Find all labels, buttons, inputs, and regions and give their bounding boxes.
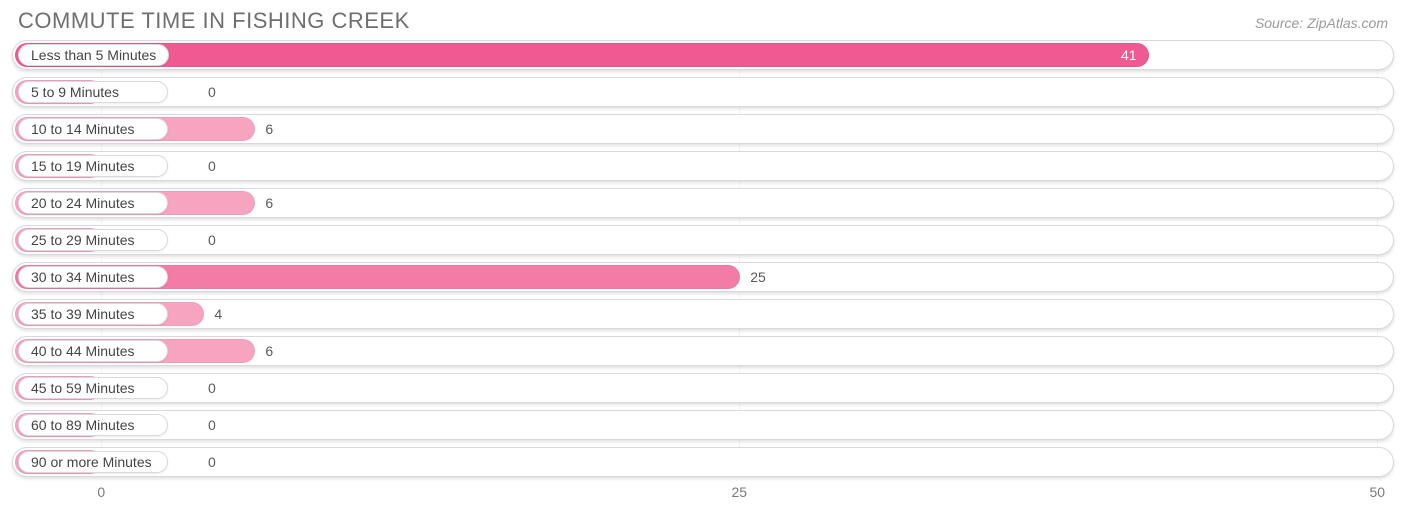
- bar-row: 35 to 39 Minutes 4: [12, 299, 1394, 329]
- bar-fill: [15, 43, 1149, 67]
- bar-row: 60 to 89 Minutes 0: [12, 410, 1394, 440]
- x-axis: 0 25 50: [12, 484, 1394, 504]
- bar-row: 40 to 44 Minutes 6: [12, 336, 1394, 366]
- bar-row: 45 to 59 Minutes 0: [12, 373, 1394, 403]
- x-tick: 25: [731, 484, 747, 500]
- value-label: 41: [1121, 41, 1137, 69]
- category-pill: 10 to 14 Minutes: [18, 118, 168, 140]
- bar-row: 90 or more Minutes 0: [12, 447, 1394, 477]
- category-pill: 35 to 39 Minutes: [18, 303, 168, 325]
- value-label: 6: [265, 189, 273, 217]
- category-pill: 15 to 19 Minutes: [18, 155, 168, 177]
- bar-row: 30 to 34 Minutes 25: [12, 262, 1394, 292]
- bar-row: 15 to 19 Minutes 0: [12, 151, 1394, 181]
- category-label: Less than 5 Minutes: [31, 47, 156, 63]
- bar-row: 5 to 9 Minutes 0: [12, 77, 1394, 107]
- chart-title: COMMUTE TIME IN FISHING CREEK: [18, 8, 410, 34]
- category-label: 25 to 29 Minutes: [31, 232, 135, 248]
- x-tick: 50: [1369, 484, 1385, 500]
- x-tick: 0: [97, 484, 105, 500]
- bar-row: 10 to 14 Minutes 6: [12, 114, 1394, 144]
- category-pill: 40 to 44 Minutes: [18, 340, 168, 362]
- value-label: 25: [750, 263, 766, 291]
- category-pill: 20 to 24 Minutes: [18, 192, 168, 214]
- bar-row: 20 to 24 Minutes 6: [12, 188, 1394, 218]
- bar-row: Less than 5 Minutes 41: [12, 40, 1394, 70]
- category-pill: 90 or more Minutes: [18, 451, 168, 473]
- category-label: 45 to 59 Minutes: [31, 380, 135, 396]
- chart-header: COMMUTE TIME IN FISHING CREEK Source: Zi…: [12, 8, 1394, 40]
- category-label: 60 to 89 Minutes: [31, 417, 135, 433]
- category-label: 40 to 44 Minutes: [31, 343, 135, 359]
- category-label: 35 to 39 Minutes: [31, 306, 135, 322]
- category-pill: 60 to 89 Minutes: [18, 414, 168, 436]
- value-label: 0: [208, 448, 216, 476]
- value-label: 0: [208, 78, 216, 106]
- chart-source: Source: ZipAtlas.com: [1255, 15, 1388, 31]
- category-pill: 45 to 59 Minutes: [18, 377, 168, 399]
- value-label: 0: [208, 374, 216, 402]
- category-label: 90 or more Minutes: [31, 454, 152, 470]
- value-label: 0: [208, 152, 216, 180]
- value-label: 6: [265, 337, 273, 365]
- category-pill: Less than 5 Minutes: [18, 44, 169, 66]
- chart-container: COMMUTE TIME IN FISHING CREEK Source: Zi…: [0, 0, 1406, 523]
- bar-row: 25 to 29 Minutes 0: [12, 225, 1394, 255]
- category-label: 30 to 34 Minutes: [31, 269, 135, 285]
- category-pill: 30 to 34 Minutes: [18, 266, 168, 288]
- category-pill: 5 to 9 Minutes: [18, 81, 168, 103]
- value-label: 4: [214, 300, 222, 328]
- bars-area: Less than 5 Minutes 41 5 to 9 Minutes 0 10 t…: [12, 40, 1394, 477]
- value-label: 0: [208, 411, 216, 439]
- category-label: 10 to 14 Minutes: [31, 121, 135, 137]
- category-label: 5 to 9 Minutes: [31, 84, 119, 100]
- category-label: 15 to 19 Minutes: [31, 158, 135, 174]
- value-label: 6: [265, 115, 273, 143]
- category-pill: 25 to 29 Minutes: [18, 229, 168, 251]
- value-label: 0: [208, 226, 216, 254]
- category-label: 20 to 24 Minutes: [31, 195, 135, 211]
